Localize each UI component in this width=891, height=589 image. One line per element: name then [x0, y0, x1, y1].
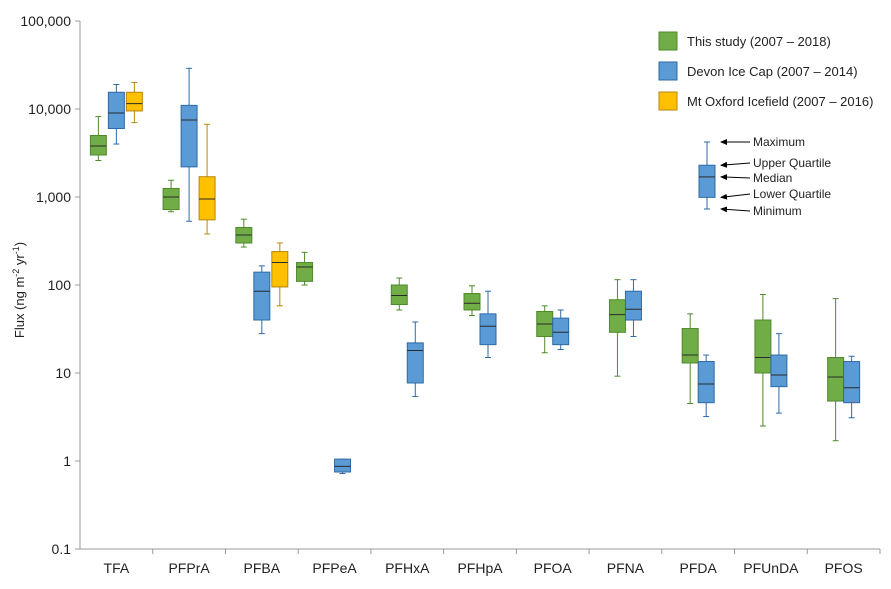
box-iqr: [770, 354, 788, 388]
key-arrow-min: [720, 206, 751, 213]
key-label-max: Maximum: [753, 135, 805, 149]
axes: [75, 20, 881, 554]
box-pfhpa-1: [479, 290, 497, 359]
box-iqr: [253, 271, 271, 321]
box-iqr: [552, 317, 570, 346]
box-iqr: [406, 342, 424, 384]
box-pfoa-1: [552, 309, 570, 350]
box-pfhpa-0: [463, 285, 481, 317]
box-iqr: [697, 361, 715, 404]
y-tick-label: 100,000: [20, 13, 71, 29]
box-iqr: [624, 290, 642, 321]
x-tick-label: PFHpA: [457, 560, 503, 576]
y-tick-label: 1: [63, 453, 71, 469]
legend-label: This study (2007 – 2018): [687, 34, 831, 49]
box-pfos-0: [827, 298, 845, 442]
y-tick-label: 10: [55, 365, 71, 381]
key-arrow-median: [720, 174, 751, 181]
box-tfa-1: [107, 83, 125, 145]
box-iqr: [608, 299, 626, 333]
key-arrow-q3: [720, 161, 751, 168]
key-label-q3: Upper Quartile: [753, 156, 831, 170]
box-pfba-0: [235, 218, 253, 248]
x-tick-label: PFPrA: [168, 560, 210, 576]
legend-swatch: [658, 31, 678, 51]
box-iqr: [271, 251, 289, 288]
box-pfna-1: [624, 279, 642, 337]
legend-label: Mt Oxford Icefield (2007 – 2016): [687, 94, 873, 109]
box-pfpra-1: [180, 67, 198, 222]
box-pfhxa-1: [406, 321, 424, 398]
box-pfpea-0: [296, 251, 314, 286]
y-tick-label: 10,000: [28, 101, 71, 117]
box-plots: [89, 67, 861, 475]
legend: This study (2007 – 2018) Devon Ice Cap (2…: [658, 31, 873, 111]
x-tick-label: PFHxA: [385, 560, 430, 576]
box-pfpra-2: [198, 123, 216, 235]
legend-swatch: [658, 91, 678, 111]
box-iqr: [296, 262, 314, 282]
box-iqr: [827, 357, 845, 402]
x-tick-label: PFNA: [607, 560, 645, 576]
box-iqr: [198, 176, 216, 221]
legend-swatch: [658, 61, 678, 81]
key-label-q1: Lower Quartile: [753, 187, 831, 201]
x-tick-label: PFBA: [244, 560, 281, 576]
key-arrow-q1: [720, 193, 751, 200]
key-label-median: Median: [753, 171, 792, 185]
x-tick-label: PFUnDA: [743, 560, 799, 576]
box-tfa-2: [125, 82, 143, 124]
box-pfpea-1: [334, 458, 352, 475]
box-pfunda-0: [754, 293, 772, 427]
box-iqr: [180, 104, 198, 168]
box-pfba-1: [253, 265, 271, 335]
y-tick-label: 0.1: [52, 541, 72, 557]
box-iqr: [334, 458, 352, 473]
x-tick-label: TFA: [104, 560, 130, 576]
box-pfos-1: [843, 355, 861, 419]
x-tick-labels: TFA PFPrA PFBA PFPeA PFHxA PFHpA PFOA PFNA PFDA P…: [104, 560, 863, 576]
box-pfoa-0: [536, 305, 554, 354]
box-pfda-0: [681, 313, 699, 405]
x-tick-label: PFOA: [534, 560, 573, 576]
box-pfhxa-0: [390, 277, 408, 311]
box-iqr: [479, 313, 497, 346]
box-iqr: [754, 319, 772, 374]
legend-label: Devon Ice Cap (2007 – 2014): [687, 64, 858, 79]
box-iqr: [843, 361, 861, 404]
box-iqr: [681, 328, 699, 364]
box-pfda-1: [697, 354, 715, 418]
box-iqr: [463, 293, 481, 311]
x-tick-label: PFPeA: [312, 560, 357, 576]
key-box: [698, 164, 716, 198]
y-tick-label: 1,000: [36, 189, 71, 205]
y-axis-label: Flux (ng m-2 yr-1): [11, 242, 27, 338]
box-iqr: [125, 91, 143, 112]
box-pfunda-1: [770, 333, 788, 414]
box-iqr: [390, 284, 408, 306]
y-tick-label: 100: [48, 277, 72, 293]
box-iqr: [107, 91, 125, 130]
box-tfa-0: [89, 116, 107, 161]
x-tick-label: PFOS: [825, 560, 863, 576]
box-iqr: [89, 134, 107, 156]
key-label-min: Minimum: [753, 204, 802, 218]
box-pfpra-0: [162, 179, 180, 213]
y-tick-labels: 0.1 1 10 100 1,000 10,000 100,000: [20, 13, 71, 557]
box-pfba-2: [271, 242, 289, 307]
box-iqr: [162, 187, 180, 211]
box-pfna-0: [608, 279, 626, 377]
x-tick-label: PFDA: [680, 560, 718, 576]
